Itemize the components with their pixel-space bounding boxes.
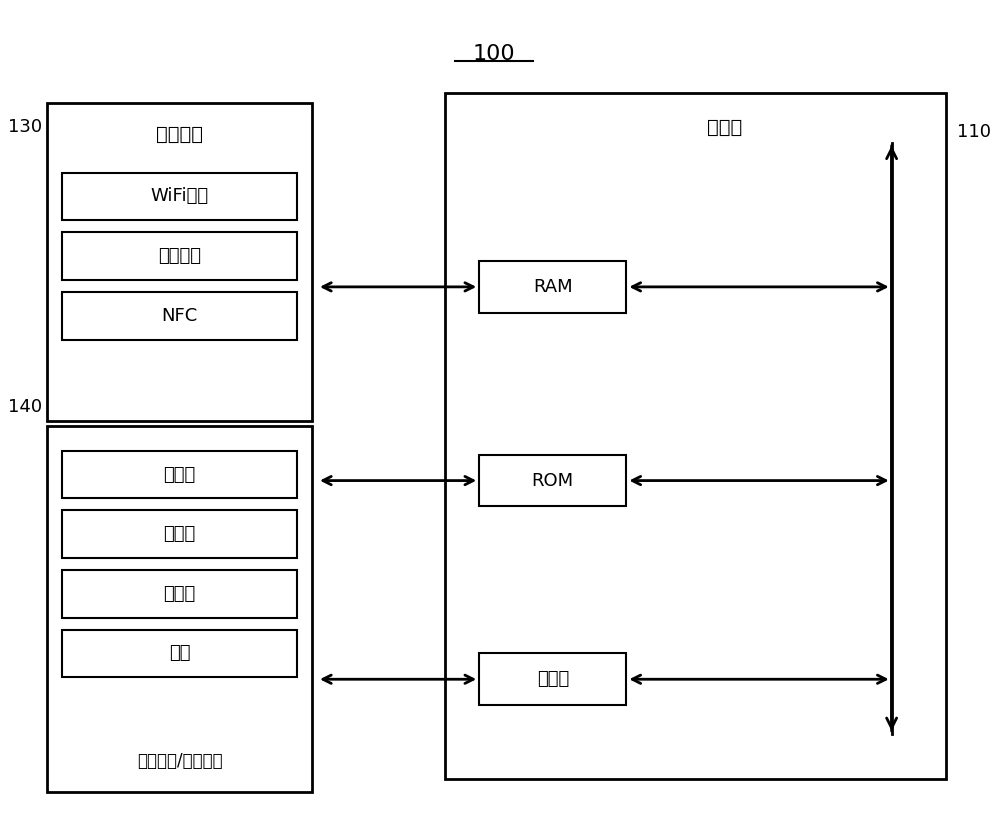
Text: 麦克风: 麦克风: [163, 466, 196, 483]
Text: 处理器: 处理器: [537, 670, 569, 688]
FancyBboxPatch shape: [62, 232, 297, 280]
FancyBboxPatch shape: [62, 173, 297, 221]
Text: 按键: 按键: [169, 645, 190, 662]
FancyBboxPatch shape: [62, 570, 297, 618]
Text: 蓝牙模块: 蓝牙模块: [158, 247, 201, 265]
FancyBboxPatch shape: [479, 654, 626, 705]
FancyBboxPatch shape: [445, 93, 946, 778]
Text: WiFi芯片: WiFi芯片: [151, 187, 209, 206]
FancyBboxPatch shape: [47, 103, 312, 421]
Text: 通信接口: 通信接口: [156, 125, 203, 144]
Text: 用户输入/输出接口: 用户输入/输出接口: [137, 752, 222, 770]
FancyBboxPatch shape: [62, 630, 297, 677]
FancyBboxPatch shape: [62, 451, 297, 498]
Text: RAM: RAM: [533, 278, 573, 296]
Text: 130: 130: [8, 118, 42, 136]
FancyBboxPatch shape: [479, 261, 626, 313]
Text: 110: 110: [957, 123, 991, 141]
Text: 触摸板: 触摸板: [163, 525, 196, 543]
FancyBboxPatch shape: [479, 455, 626, 507]
Text: ROM: ROM: [532, 472, 574, 490]
FancyBboxPatch shape: [47, 426, 312, 792]
Text: 100: 100: [473, 43, 515, 64]
Text: NFC: NFC: [161, 307, 198, 324]
Text: 控制器: 控制器: [707, 118, 742, 137]
FancyBboxPatch shape: [62, 292, 297, 339]
Text: 传感器: 传感器: [163, 585, 196, 603]
FancyBboxPatch shape: [62, 511, 297, 558]
Text: 140: 140: [8, 398, 42, 416]
